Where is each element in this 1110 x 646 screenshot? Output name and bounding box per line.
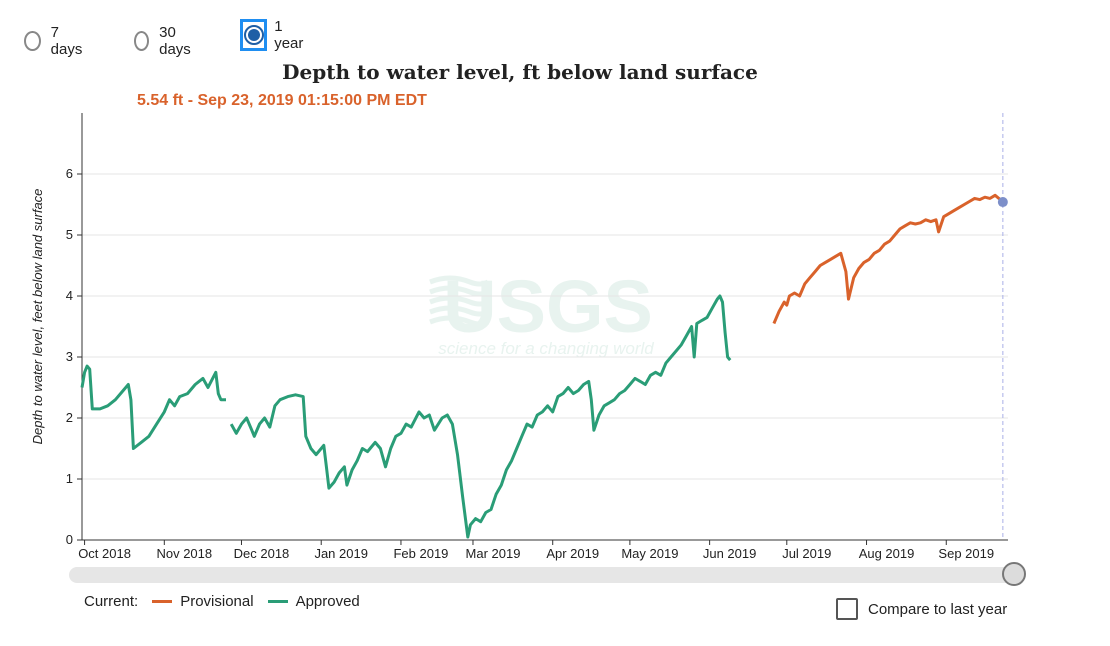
x-tick-label: Jul 2019 xyxy=(782,546,831,561)
y-tick-label: 6 xyxy=(66,166,73,181)
chart-axes: 0 1 2 3 4 5 6 Oct 2018 Nov 2018 Dec 2018 Jan 2019 F… xyxy=(30,113,1008,561)
watermark-wave xyxy=(429,315,490,327)
watermark-wave xyxy=(429,285,490,297)
y-tick-label: 1 xyxy=(66,471,73,486)
legend-approved-swatch xyxy=(267,600,288,603)
cursor-point xyxy=(997,197,1008,208)
x-tick-label: May 2019 xyxy=(621,546,678,561)
series-line-approved xyxy=(80,294,732,539)
x-tick-label: Jun 2019 xyxy=(703,546,757,561)
x-tick-label: Sep 2019 xyxy=(938,546,994,561)
radio-1-year[interactable]: 1 year xyxy=(240,18,308,52)
x-tick-label: Aug 2019 xyxy=(859,546,915,561)
y-tick-label: 5 xyxy=(66,227,73,242)
time-slider-track[interactable] xyxy=(69,567,1015,583)
tooltip-readout: 5.54 ft - Sep 23, 2019 01:15:00 PM EDT xyxy=(137,92,427,109)
y-tick-label: 3 xyxy=(66,349,73,364)
watermark-logo: USGS xyxy=(443,265,653,348)
x-tick-label: Oct 2018 xyxy=(78,546,131,561)
y-tick-label: 4 xyxy=(66,288,73,303)
time-slider-handle[interactable] xyxy=(1002,562,1026,586)
chart-series xyxy=(80,193,1004,539)
series-line-provisional xyxy=(772,193,1004,325)
radio-1-year-dot xyxy=(247,29,260,41)
legend-provisional-label: Provisional xyxy=(180,593,254,610)
radio-30-days-circle[interactable] xyxy=(134,31,150,51)
radio-7-days-circle[interactable] xyxy=(24,31,41,51)
chart-grid xyxy=(82,173,1008,541)
compare-last-year-checkbox[interactable] xyxy=(836,598,858,620)
watermark-tagline: science for a changing world xyxy=(438,339,654,358)
x-tick-label: Feb 2019 xyxy=(393,546,448,561)
y-axis-label: Depth to water level, feet below land su… xyxy=(30,189,45,445)
compare-last-year-label: Compare to last year xyxy=(868,600,1008,618)
legend-provisional-swatch xyxy=(152,600,173,603)
watermark-wave xyxy=(429,295,490,307)
watermark-wave xyxy=(429,275,490,287)
chart-title: Depth to water level, ft below land surf… xyxy=(282,60,758,84)
watermark-wave xyxy=(429,305,490,317)
radio-7-days[interactable]: 7 days xyxy=(24,24,86,58)
y-tick-label: 0 xyxy=(66,532,73,547)
legend: Current: Provisional Approved xyxy=(84,593,360,610)
radio-1-year-circle[interactable] xyxy=(243,25,264,45)
x-tick-label: Dec 2018 xyxy=(234,546,290,561)
radio-7-days-label: 7 days xyxy=(50,24,83,58)
x-tick-label: Nov 2018 xyxy=(156,546,212,561)
y-tick-label: 2 xyxy=(66,410,73,425)
radio-1-year-label: 1 year xyxy=(274,18,304,52)
x-tick-label: Mar 2019 xyxy=(466,546,521,561)
legend-approved-label: Approved xyxy=(295,593,360,610)
radio-30-days[interactable]: 30 days xyxy=(134,24,196,58)
compare-last-year[interactable]: Compare to last year xyxy=(836,598,1007,620)
legend-current-label: Current: xyxy=(84,593,139,610)
x-tick-label: Jan 2019 xyxy=(314,546,368,561)
chart-cursor xyxy=(997,113,1008,540)
radio-1-year-focus-ring[interactable] xyxy=(240,19,268,51)
radio-30-days-label: 30 days xyxy=(159,24,191,58)
x-tick-label: Apr 2019 xyxy=(546,546,599,561)
